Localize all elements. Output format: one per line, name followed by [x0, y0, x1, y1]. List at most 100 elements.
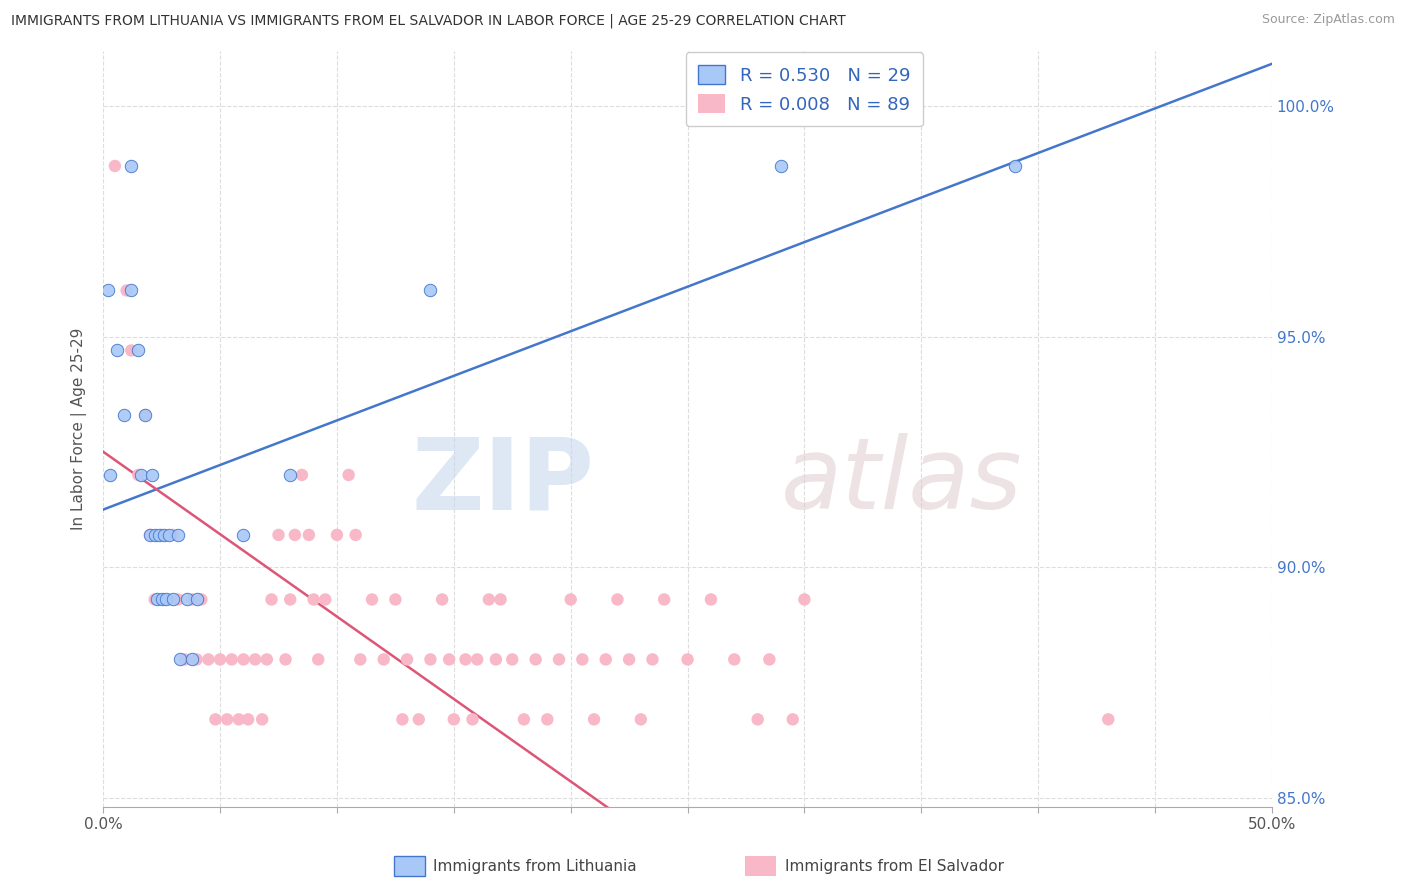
Point — [793, 592, 815, 607]
Point — [606, 592, 628, 607]
Point — [437, 652, 460, 666]
Point — [120, 159, 142, 173]
Point — [314, 592, 336, 607]
Point — [104, 159, 127, 173]
Y-axis label: In Labor Force | Age 25-29: In Labor Force | Age 25-29 — [72, 327, 87, 530]
Point — [150, 592, 173, 607]
Point — [485, 652, 508, 666]
Point — [298, 528, 321, 542]
Point — [115, 284, 138, 298]
Point — [536, 712, 558, 726]
Point — [97, 284, 120, 298]
Point — [155, 592, 177, 607]
Point — [747, 712, 769, 726]
Point — [595, 652, 617, 666]
Point — [548, 652, 571, 666]
Point — [134, 408, 156, 422]
Point — [758, 652, 780, 666]
Point — [98, 467, 121, 482]
Point — [419, 652, 441, 666]
Point — [186, 592, 208, 607]
Point — [112, 408, 135, 422]
Point — [162, 592, 184, 607]
Point — [134, 408, 156, 422]
Point — [217, 712, 239, 726]
Point — [652, 592, 675, 607]
Text: Immigrants from El Salvador: Immigrants from El Salvador — [785, 859, 1004, 873]
Point — [349, 652, 371, 666]
Point — [181, 652, 204, 666]
Point — [139, 528, 162, 542]
Point — [571, 652, 593, 666]
Point — [186, 652, 208, 666]
Point — [250, 712, 273, 726]
Point — [148, 528, 170, 542]
Point — [120, 343, 142, 358]
Point — [204, 712, 226, 726]
Point — [274, 652, 297, 666]
Point — [454, 652, 477, 666]
Point — [641, 652, 664, 666]
Point — [143, 592, 166, 607]
Point — [267, 528, 290, 542]
Point — [139, 528, 162, 542]
Point — [232, 652, 254, 666]
Point — [167, 528, 190, 542]
Point — [120, 284, 142, 298]
Point — [443, 712, 465, 726]
Text: IMMIGRANTS FROM LITHUANIA VS IMMIGRANTS FROM EL SALVADOR IN LABOR FORCE | AGE 25: IMMIGRANTS FROM LITHUANIA VS IMMIGRANTS … — [11, 13, 846, 28]
Point — [560, 592, 582, 607]
Point — [162, 528, 184, 542]
Point — [260, 592, 283, 607]
Point — [278, 467, 301, 482]
Point — [190, 592, 212, 607]
Point — [236, 712, 259, 726]
Point — [419, 284, 441, 298]
Point — [127, 467, 149, 482]
Point — [157, 528, 180, 542]
Point — [524, 652, 547, 666]
Point — [489, 592, 512, 607]
Point — [141, 467, 163, 482]
Point — [157, 592, 180, 607]
Point — [430, 592, 453, 607]
Point — [221, 652, 243, 666]
Point — [228, 712, 250, 726]
Point — [770, 159, 793, 173]
Point — [153, 528, 176, 542]
Legend: R = 0.530   N = 29, R = 0.008   N = 89: R = 0.530 N = 29, R = 0.008 N = 89 — [686, 52, 924, 127]
Point — [143, 528, 166, 542]
Point — [326, 528, 349, 542]
Point — [105, 343, 128, 358]
Point — [396, 652, 419, 666]
Point — [384, 592, 406, 607]
Point — [181, 592, 204, 607]
Point — [129, 467, 152, 482]
Point — [1097, 712, 1119, 726]
Point — [478, 592, 501, 607]
Point — [617, 652, 640, 666]
Point — [256, 652, 278, 666]
Point — [630, 712, 652, 726]
Point — [408, 712, 430, 726]
Point — [782, 712, 804, 726]
Text: Source: ZipAtlas.com: Source: ZipAtlas.com — [1261, 13, 1395, 27]
Point — [232, 528, 254, 542]
Point — [583, 712, 606, 726]
Point — [337, 467, 360, 482]
Point — [391, 712, 413, 726]
Point — [344, 528, 367, 542]
Point — [127, 343, 149, 358]
Point — [1004, 159, 1026, 173]
Point — [169, 652, 191, 666]
Text: Immigrants from Lithuania: Immigrants from Lithuania — [433, 859, 637, 873]
Point — [167, 592, 190, 607]
Point — [361, 592, 384, 607]
Point — [284, 528, 307, 542]
Point — [146, 592, 169, 607]
Text: atlas: atlas — [782, 434, 1022, 530]
Point — [513, 712, 536, 726]
Point — [373, 652, 395, 666]
Point — [174, 652, 197, 666]
Point — [176, 592, 198, 607]
